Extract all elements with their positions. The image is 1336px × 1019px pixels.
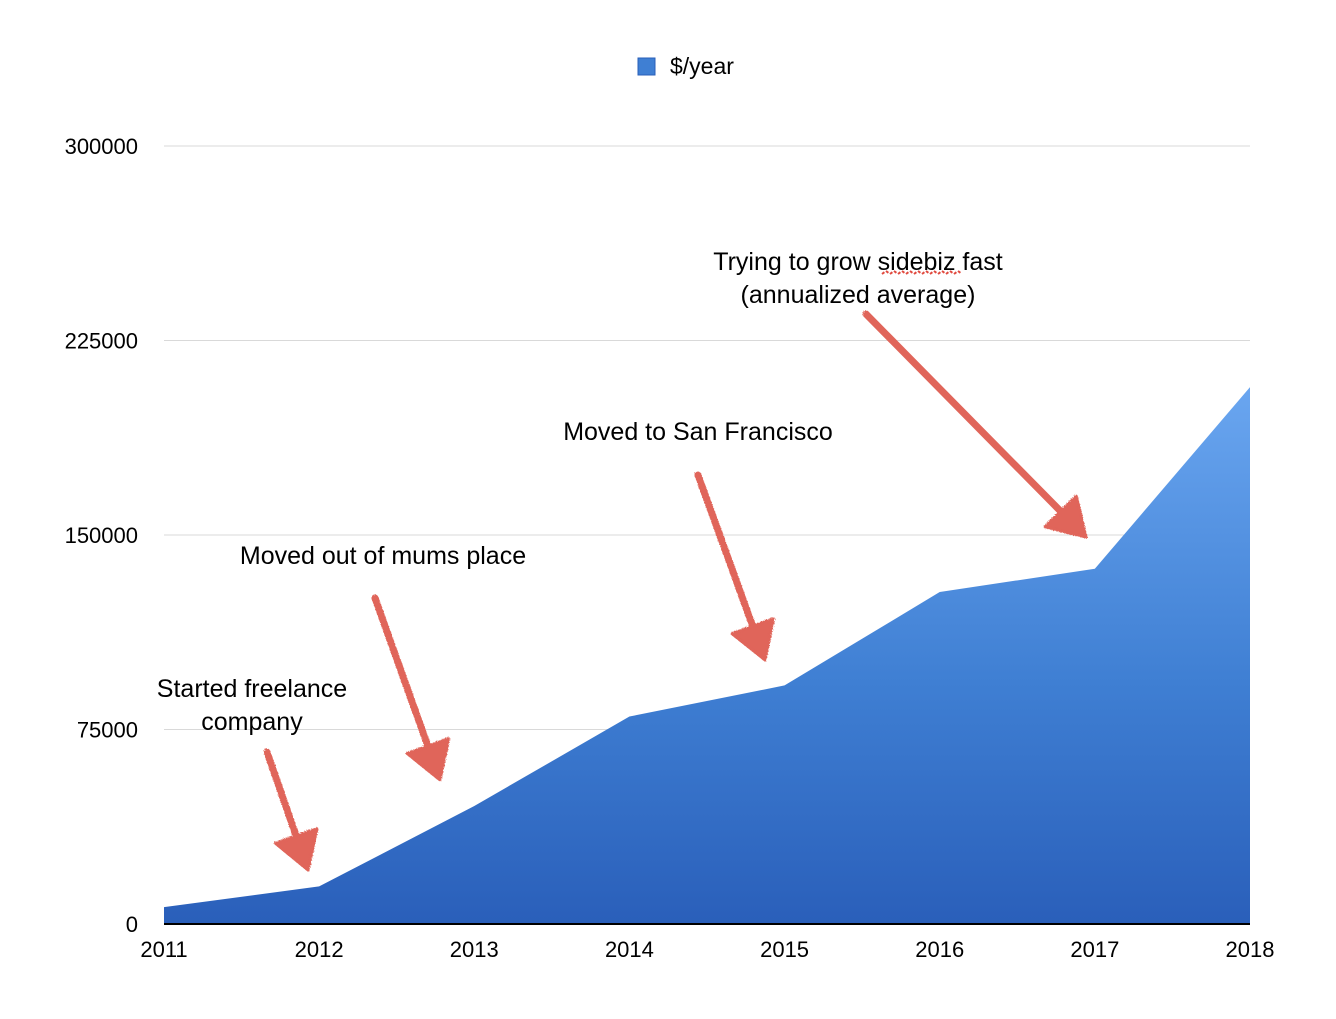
x-tick-label: 2015 bbox=[760, 937, 809, 962]
x-tick-label: 2016 bbox=[915, 937, 964, 962]
legend: $/year bbox=[637, 53, 734, 79]
arrow-head bbox=[730, 617, 775, 662]
annotation-text: company bbox=[201, 708, 303, 736]
arrow-head bbox=[273, 827, 319, 872]
x-tick-label: 2012 bbox=[295, 937, 344, 962]
annotation-text: Trying to grow sidebiz fast bbox=[713, 248, 1003, 276]
annotation-arrow bbox=[263, 748, 319, 872]
legend-swatch bbox=[637, 57, 656, 76]
annotations: Started freelance company Moved out of mum… bbox=[157, 248, 1088, 872]
annotation-arrow bbox=[694, 471, 775, 662]
x-tick-label: 2011 bbox=[140, 937, 187, 962]
annotation-arrow bbox=[862, 310, 1088, 539]
arrow-shaft bbox=[694, 471, 757, 630]
arrow-shaft bbox=[862, 310, 1065, 515]
arrow-head bbox=[1043, 494, 1088, 539]
annotation-text: Started freelance bbox=[157, 675, 347, 703]
y-tick-label: 0 bbox=[126, 912, 138, 937]
annotation-arrow bbox=[371, 594, 451, 782]
legend-label: $/year bbox=[670, 53, 734, 79]
spellcheck-underline bbox=[881, 269, 963, 276]
arrow-shaft bbox=[371, 594, 432, 750]
arrow-shaft bbox=[263, 748, 300, 840]
x-tick-label: 2017 bbox=[1070, 937, 1119, 962]
annotation-text: Moved to San Francisco bbox=[563, 418, 833, 446]
x-tick-label: 2018 bbox=[1226, 937, 1275, 962]
series-area-shape bbox=[164, 387, 1250, 924]
y-tick-label: 300000 bbox=[65, 134, 138, 159]
axes: 0 75000 150000 225000 300000 2011 2012 2013 2014… bbox=[65, 134, 1275, 962]
arrow-head bbox=[405, 737, 451, 782]
series-area bbox=[164, 387, 1250, 924]
x-tick-label: 2013 bbox=[450, 937, 499, 962]
x-tick-label: 2014 bbox=[605, 937, 654, 962]
y-tick-label: 150000 bbox=[65, 523, 138, 548]
y-tick-label: 75000 bbox=[77, 718, 138, 743]
annotation-text: Moved out of mums place bbox=[240, 542, 526, 570]
y-tick-label: 225000 bbox=[65, 329, 138, 354]
annotation-text: (annualized average) bbox=[741, 281, 976, 309]
